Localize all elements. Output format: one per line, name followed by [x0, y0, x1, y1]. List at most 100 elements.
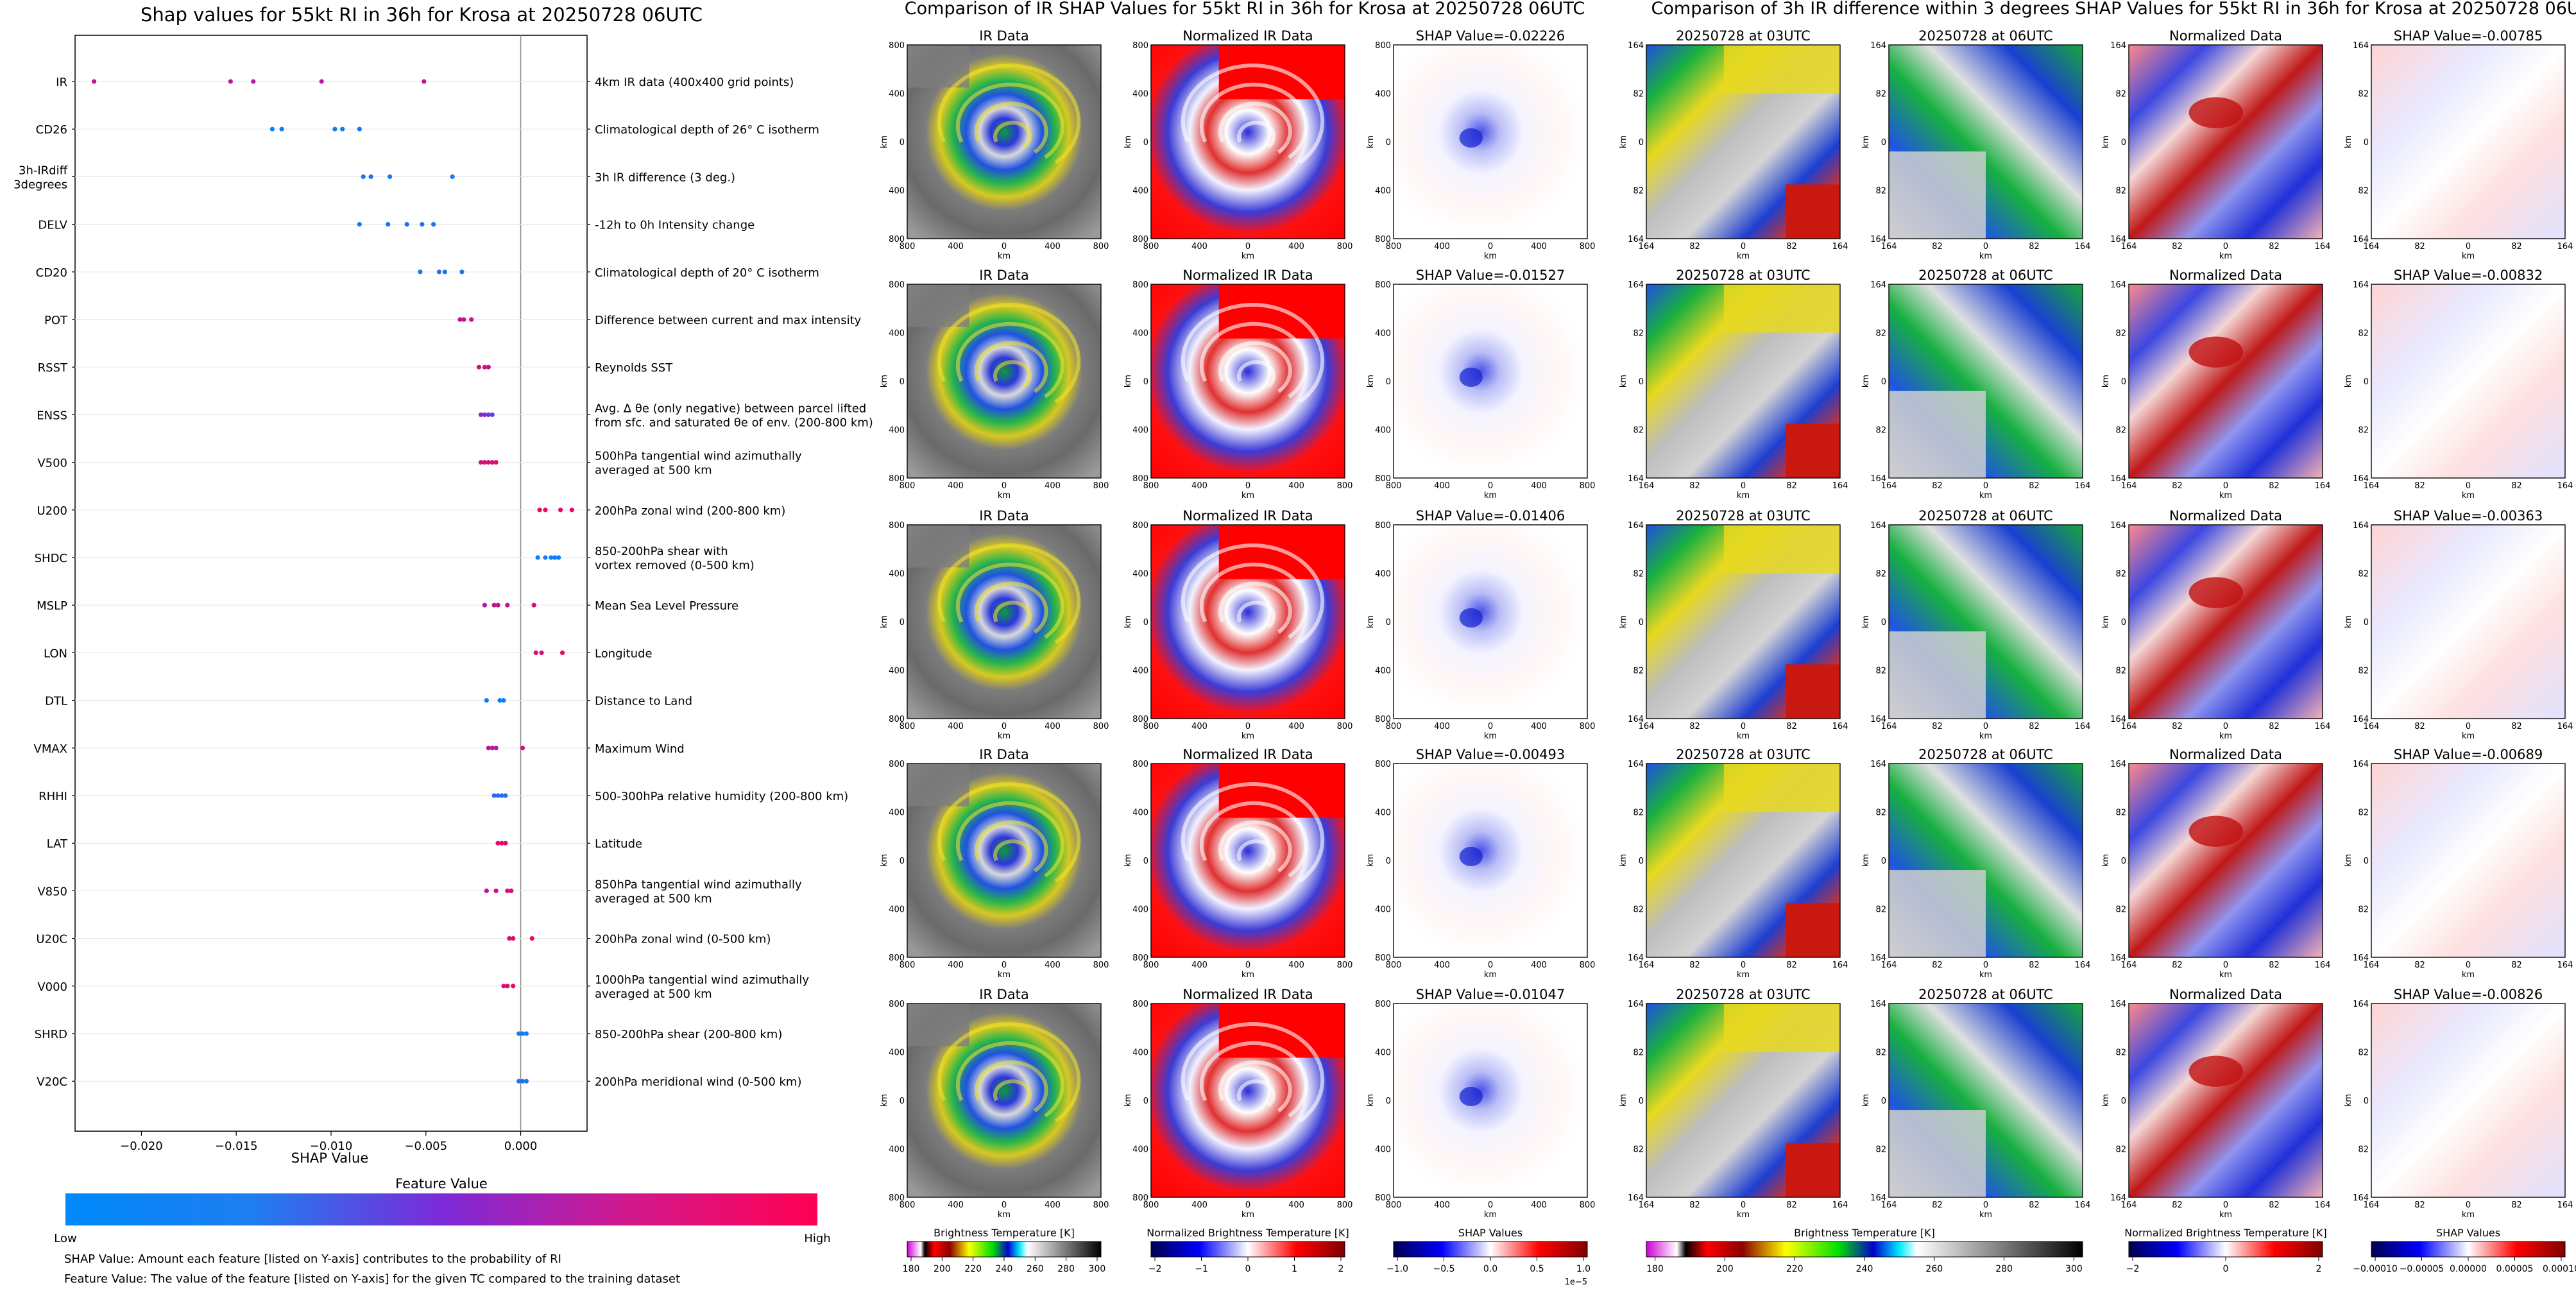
- y-tick-label: 82: [2358, 426, 2369, 436]
- x-axis-label: km: [998, 1210, 1011, 1220]
- shap-point: [482, 602, 488, 608]
- y-tick-label: 82: [1633, 1145, 1644, 1155]
- feature-label: VMAX: [34, 742, 68, 756]
- y-tick-label: 82: [1875, 90, 1886, 99]
- shap-point: [388, 174, 393, 179]
- panel-title: Normalized IR Data: [1182, 28, 1313, 44]
- shap-point: [505, 888, 510, 893]
- warm-region: [1786, 664, 1840, 719]
- colorbar: SHAP Values −0.00010 −0.00005 0.00000 0.0000…: [2353, 1227, 2576, 1274]
- y-tick-label: 0: [900, 1097, 905, 1106]
- y-tick-label: 82: [2358, 667, 2369, 676]
- y-tick-label: 164: [1870, 235, 1886, 244]
- panel-title: IR Data: [979, 987, 1029, 1002]
- shap-point: [340, 126, 345, 132]
- shap-point: [484, 698, 489, 703]
- shap-point: [486, 746, 491, 751]
- panel-frame: [1646, 763, 1841, 958]
- x-axis-label: km: [2219, 731, 2232, 741]
- shap-point: [420, 222, 425, 227]
- warm-region: [1786, 184, 1840, 239]
- ir-comparison-panel: Comparison of IR SHAP Values for 55kt RI…: [880, 0, 1595, 1220]
- colorbar-label: SHAP Values: [1458, 1227, 1523, 1239]
- shap-point: [505, 602, 510, 608]
- cloud-band: [1181, 303, 1325, 404]
- shap-summary-panel: Shap values for 55kt RI in 36h for Krosa…: [13, 4, 873, 1286]
- image-field: [1393, 763, 1588, 958]
- shap-point: [511, 936, 516, 941]
- cloud-band: [1181, 1022, 1325, 1123]
- y-tick-label: 82: [1875, 1048, 1886, 1058]
- y-axis-label: km: [2101, 854, 2111, 867]
- feature-description: Latitude: [595, 837, 642, 851]
- x-tick-label: 400: [1288, 960, 1304, 970]
- image-field: [2128, 524, 2323, 719]
- shap-point: [503, 793, 508, 798]
- image-panel: SHAP Value=-0.01406800800400400004004008…: [1366, 508, 1595, 741]
- colorbar-tick-label: 0: [2223, 1264, 2229, 1274]
- y-tick-label: 164: [2353, 715, 2369, 724]
- cloud-band: [1237, 1079, 1276, 1107]
- x-axis-label: km: [1737, 970, 1750, 980]
- image-panel: SHAP Value=-0.00493800800400400004004008…: [1366, 747, 1595, 980]
- x-tick-label: 0: [1002, 960, 1007, 970]
- shap-point: [535, 555, 540, 560]
- x-tick-label: 164: [2557, 481, 2573, 491]
- panel-title: SHAP Value=-0.01527: [1416, 268, 1565, 283]
- y-tick-label: 800: [1132, 760, 1148, 769]
- y-axis-label: km: [2344, 1094, 2353, 1107]
- x-axis-label: km: [1737, 731, 1750, 741]
- x-tick-label: 164: [2557, 960, 2573, 970]
- y-tick-label: 400: [1132, 905, 1148, 915]
- panel-frame: [907, 284, 1102, 479]
- x-tick-label: 82: [2269, 1200, 2280, 1210]
- panel-title: Normalized IR Data: [1182, 987, 1313, 1002]
- y-tick-label: 400: [889, 1145, 905, 1155]
- shap-hotspot: [1459, 846, 1483, 867]
- x-tick-label: 800: [1337, 722, 1353, 731]
- shap-plot-frame: [74, 35, 588, 1132]
- x-tick-label: 0: [1245, 1200, 1250, 1210]
- x-tick-label: 0: [2466, 1200, 2471, 1210]
- x-tick-label: 164: [1639, 960, 1655, 970]
- shap-point: [493, 888, 499, 893]
- colorbar-tick-label: 220: [964, 1264, 982, 1274]
- y-tick-label: 0: [2121, 377, 2126, 387]
- panel-title: SHAP Value=-0.02226: [1416, 28, 1565, 44]
- colorbar-tick-label: 0.0: [1483, 1264, 1497, 1274]
- y-axis-label: km: [1861, 854, 1871, 867]
- y-tick-label: 0: [1881, 138, 1886, 148]
- feature-description: -12h to 0h Intensity change: [595, 219, 755, 232]
- positive-region: [2188, 336, 2244, 368]
- feature-label: V850: [37, 885, 67, 898]
- y-tick-label: 164: [1870, 1193, 1886, 1203]
- y-tick-label: 82: [1875, 905, 1886, 915]
- y-tick-label: 164: [2353, 474, 2369, 484]
- shap-point: [501, 984, 506, 989]
- x-tick-label: 164: [2315, 242, 2331, 252]
- x-tick-label: 164: [1881, 1200, 1897, 1210]
- x-tick-label: 0: [1741, 1200, 1746, 1210]
- panel-frame: [1150, 284, 1345, 479]
- feature-label: POT: [44, 314, 68, 327]
- y-tick-label: 164: [1628, 280, 1644, 290]
- x-tick-label: 0: [1002, 481, 1007, 491]
- image-panel: SHAP Value=-0.01047800800400400004004008…: [1366, 987, 1595, 1220]
- panel-frame: [907, 524, 1102, 719]
- y-tick-label: 800: [1375, 235, 1391, 244]
- cloud-band: [955, 82, 1064, 159]
- x-axis-label: km: [1484, 970, 1497, 980]
- feature-description: Longitude: [595, 647, 653, 660]
- colorbar-tick-label: 240: [1856, 1264, 1873, 1274]
- x-tick-label: 800: [1386, 960, 1402, 970]
- shap-point: [436, 269, 442, 275]
- x-tick-label: 800: [1386, 1200, 1402, 1210]
- x-axis-label: km: [1241, 731, 1254, 741]
- ir-panel-title: Comparison of IR SHAP Values for 55kt RI…: [905, 0, 1585, 19]
- y-tick-label: 400: [1375, 808, 1391, 818]
- shap-point: [501, 698, 506, 703]
- x-tick-label: 164: [1881, 960, 1897, 970]
- image-field: [1393, 1003, 1588, 1198]
- panel-frame: [2128, 524, 2323, 719]
- feature-description: 850hPa tangential wind azimuthally averag…: [595, 878, 802, 905]
